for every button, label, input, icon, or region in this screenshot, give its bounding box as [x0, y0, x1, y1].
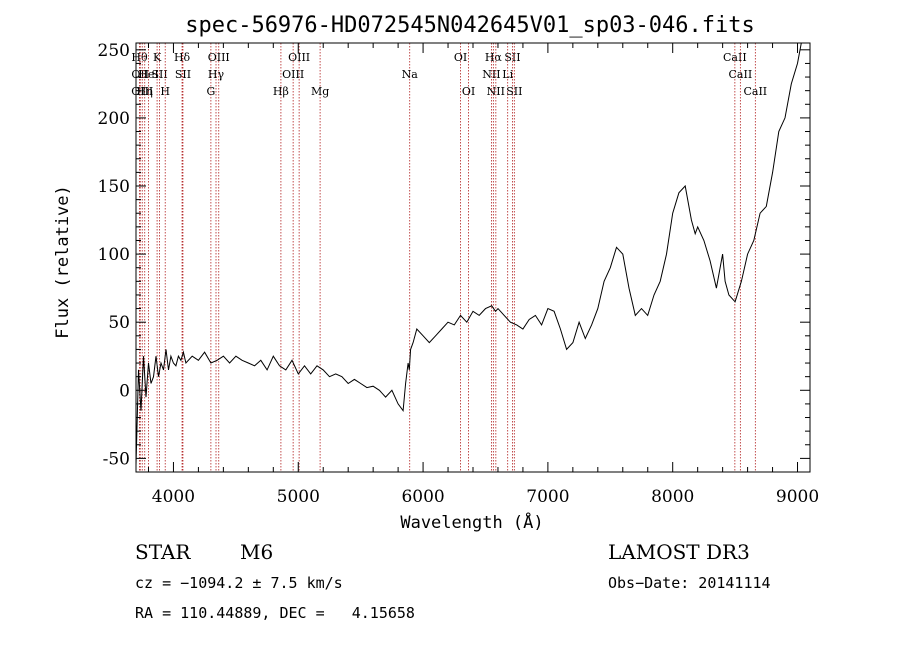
line-markers: HθOIIOIIIHηHeIKSIIHHδSIIGHγOIIIHβOIIIOII… — [131, 43, 767, 472]
y-tick-label: 200 — [98, 109, 130, 129]
x-tick-label: 6000 — [401, 487, 444, 507]
object-type: STAR — [135, 540, 191, 564]
line-label-nii: NII — [487, 85, 505, 98]
line-label-oiii: OIII — [131, 85, 153, 98]
line-label-nii: NII — [482, 68, 500, 81]
y-tick-label: 0 — [119, 381, 130, 401]
line-label-hγ: Hγ — [208, 68, 225, 81]
y-tick-label: 150 — [98, 177, 130, 197]
redshift-velocity: cz = −1094.2 ± 7.5 km/s — [135, 574, 343, 592]
line-label-hδ: Hδ — [174, 51, 191, 64]
survey-name: LAMOST DR3 — [608, 540, 750, 564]
line-label-sii: SII — [504, 51, 520, 64]
line-label-mg: Mg — [311, 85, 329, 98]
y-tick-label: 100 — [98, 245, 130, 265]
line-label-hβ: Hβ — [273, 85, 289, 98]
line-label-caii: CaII — [729, 68, 753, 81]
spectrum-line — [136, 43, 802, 466]
line-label-hei: HeI — [138, 68, 158, 81]
line-label-hα: Hα — [485, 51, 503, 64]
chart-title: spec-56976-HD072545N042645V01_sp03-046.f… — [185, 13, 755, 38]
y-tick-label: 50 — [108, 313, 130, 333]
line-label-h: H — [160, 85, 170, 98]
line-label-g: G — [206, 85, 215, 98]
line-label-hθ: Hθ — [131, 51, 148, 64]
x-tick-label: 9000 — [776, 487, 819, 507]
line-label-oiii: OIII — [288, 51, 310, 64]
y-axis: -50 0 50 100 150 200 250 — [98, 41, 810, 469]
x-tick-label: 5000 — [277, 487, 320, 507]
line-label-li: Li — [502, 68, 513, 81]
x-tick-label: 8000 — [651, 487, 694, 507]
line-label-sii: SII — [175, 68, 191, 81]
line-label-k: K — [153, 51, 162, 64]
x-axis-label: Wavelength (Å) — [400, 511, 543, 533]
coordinates: RA = 110.44889, DEC = 4.15658 — [135, 604, 415, 622]
observation-date: Obs−Date: 20141114 — [608, 574, 771, 592]
line-label-caii: CaII — [743, 85, 767, 98]
line-label-oi: OI — [454, 51, 467, 64]
spectral-subclass: M6 — [240, 540, 274, 564]
y-axis-label: Flux (relative) — [53, 185, 73, 339]
line-label-sii: SII — [506, 85, 522, 98]
x-tick-label: 7000 — [526, 487, 569, 507]
line-label-hη: Hη — [137, 85, 153, 98]
line-label-sii: SII — [151, 68, 167, 81]
line-label-na: Na — [402, 68, 419, 81]
x-axis: 4000 5000 6000 7000 8000 9000 — [147, 43, 819, 507]
line-label-caii: CaII — [723, 51, 747, 64]
line-label-oi: OI — [462, 85, 475, 98]
y-tick-label: -50 — [103, 449, 130, 469]
y-tick-label: 250 — [98, 41, 130, 61]
line-label-oiii: OIII — [208, 51, 230, 64]
x-tick-label: 4000 — [152, 487, 195, 507]
line-label-oiii: OIII — [282, 68, 304, 81]
